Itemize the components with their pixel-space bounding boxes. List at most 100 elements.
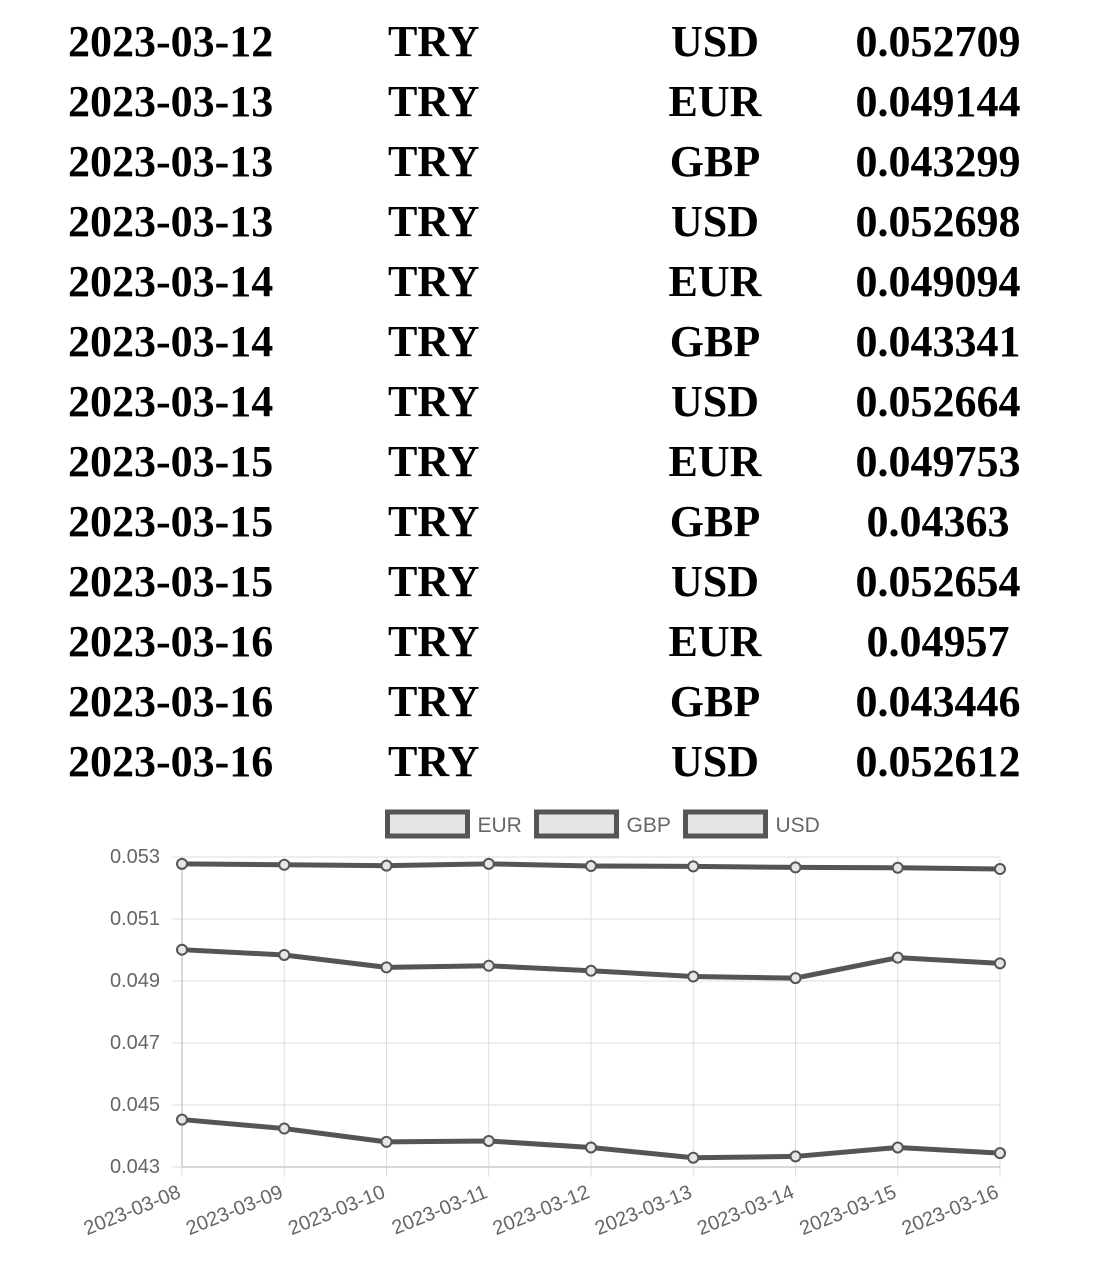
data-point-gbp xyxy=(891,1141,904,1154)
base-currency-cell: TRY xyxy=(388,497,480,546)
y-tick-label: 0.047 xyxy=(110,1032,160,1054)
data-point-eur xyxy=(482,959,495,972)
rates-table-body: 2023-03-12 TRY USD 0.052709 2023-03-13 TRY EUR… xyxy=(58,12,1028,792)
table-row: 2023-03-13 TRY GBP 0.043299 xyxy=(58,132,1028,192)
data-point-usd xyxy=(380,859,393,872)
table-row: 2023-03-12 TRY USD 0.052709 xyxy=(58,12,1028,72)
table-row: 2023-03-15 TRY USD 0.052654 xyxy=(58,552,1028,612)
quote-currency-cell: GBP xyxy=(669,497,761,546)
data-point-usd xyxy=(994,863,1006,876)
table-row: 2023-03-15 TRY GBP 0.04363 xyxy=(58,492,1028,552)
y-tick-label: 0.053 xyxy=(110,846,160,868)
quote-currency-cell: USD xyxy=(670,737,760,786)
table-row: 2023-03-14 TRY EUR 0.049094 xyxy=(58,252,1028,312)
base-currency-cell: TRY xyxy=(388,377,480,426)
data-point-gbp xyxy=(278,1122,291,1135)
rate-cell: 0.052654 xyxy=(855,557,1021,606)
date-cell: 2023-03-12 xyxy=(68,17,274,66)
date-cell: 2023-03-15 xyxy=(68,437,274,486)
legend-label-gbp: GBP xyxy=(627,814,671,837)
legend-swatch-usd xyxy=(683,809,768,839)
data-point-usd xyxy=(176,857,188,870)
x-tick-label: 2023-03-12 xyxy=(490,1181,593,1240)
rate-cell: 0.043341 xyxy=(855,317,1021,366)
date-cell: 2023-03-15 xyxy=(68,497,274,546)
date-cell: 2023-03-14 xyxy=(68,377,274,426)
date-cell: 2023-03-13 xyxy=(68,137,274,186)
base-currency-cell: TRY xyxy=(388,197,480,246)
data-point-usd xyxy=(585,860,597,873)
data-point-gbp xyxy=(176,1113,188,1126)
data-point-usd xyxy=(278,858,291,871)
y-tick-label: 0.049 xyxy=(110,970,160,992)
date-cell: 2023-03-13 xyxy=(68,197,274,246)
series xyxy=(176,857,1006,1164)
rate-cell: 0.052709 xyxy=(855,17,1021,66)
quote-currency-cell: USD xyxy=(670,557,760,606)
date-cell: 2023-03-15 xyxy=(68,557,274,606)
data-point-eur xyxy=(278,948,291,961)
legend: EUR GBP USD xyxy=(385,809,820,839)
x-tick-label: 2023-03-14 xyxy=(694,1181,797,1240)
table-row: 2023-03-14 TRY USD 0.052664 xyxy=(58,372,1028,432)
rate-cell: 0.043299 xyxy=(855,137,1021,186)
data-point-gbp xyxy=(585,1141,597,1154)
table-row: 2023-03-16 TRY GBP 0.043446 xyxy=(58,672,1028,732)
rate-cell: 0.052664 xyxy=(855,377,1021,426)
quote-currency-cell: EUR xyxy=(668,617,762,666)
base-currency-cell: TRY xyxy=(388,737,480,786)
date-cell: 2023-03-16 xyxy=(68,617,274,666)
data-point-gbp xyxy=(687,1151,700,1164)
rate-cell: 0.052698 xyxy=(855,197,1021,246)
data-point-eur xyxy=(994,957,1006,970)
data-point-eur xyxy=(687,970,700,983)
base-currency-cell: TRY xyxy=(388,677,480,726)
data-point-eur xyxy=(585,964,597,977)
data-point-eur xyxy=(176,943,188,956)
x-tick-label: 2023-03-16 xyxy=(899,1181,1002,1240)
rates-table: 2023-03-12 TRY USD 0.052709 2023-03-13 TRY EUR… xyxy=(58,12,1028,792)
rate-cell: 0.049753 xyxy=(855,437,1021,486)
data-point-gbp xyxy=(789,1150,802,1163)
quote-currency-cell: EUR xyxy=(668,257,762,306)
rate-cell: 0.049144 xyxy=(855,77,1021,126)
rate-cell: 0.052612 xyxy=(855,737,1021,786)
quote-currency-cell: GBP xyxy=(669,317,761,366)
x-tick-label: 2023-03-08 xyxy=(81,1181,184,1240)
legend-label-usd: USD xyxy=(776,814,820,837)
date-cell: 2023-03-16 xyxy=(68,737,274,786)
table-row: 2023-03-14 TRY GBP 0.043341 xyxy=(58,312,1028,372)
rate-cell: 0.043446 xyxy=(855,677,1021,726)
data-point-gbp xyxy=(380,1135,393,1148)
date-cell: 2023-03-14 xyxy=(68,317,274,366)
rate-cell: 0.04957 xyxy=(866,617,1010,666)
date-cell: 2023-03-13 xyxy=(68,77,274,126)
y-tick-label: 0.045 xyxy=(110,1094,160,1116)
base-currency-cell: TRY xyxy=(388,437,480,486)
quote-currency-cell: USD xyxy=(670,377,760,426)
data-point-gbp xyxy=(482,1134,495,1147)
quote-currency-cell: EUR xyxy=(668,77,762,126)
base-currency-cell: TRY xyxy=(388,617,480,666)
y-tick-label: 0.051 xyxy=(110,908,160,930)
table-row: 2023-03-15 TRY EUR 0.049753 xyxy=(58,432,1028,492)
table-row: 2023-03-13 TRY EUR 0.049144 xyxy=(58,72,1028,132)
x-tick-label: 2023-03-10 xyxy=(285,1181,388,1240)
x-tick-label: 2023-03-09 xyxy=(183,1181,286,1240)
table-row: 2023-03-16 TRY USD 0.052612 xyxy=(58,732,1028,792)
base-currency-cell: TRY xyxy=(388,137,480,186)
quote-currency-cell: USD xyxy=(670,17,760,66)
exchange-rate-chart: 0.053 0.051 0.049 0.047 0.045 0.043 2023-03-08… xyxy=(81,809,1006,1240)
quote-currency-cell: GBP xyxy=(669,677,761,726)
base-currency-cell: TRY xyxy=(388,557,480,606)
data-point-usd xyxy=(687,860,700,873)
legend-label-eur: EUR xyxy=(478,814,522,837)
table-row: 2023-03-13 TRY USD 0.052698 xyxy=(58,192,1028,252)
data-point-usd xyxy=(482,857,495,870)
rate-cell: 0.049094 xyxy=(855,257,1021,306)
data-point-eur xyxy=(891,951,904,964)
y-tick-label: 0.043 xyxy=(110,1156,160,1178)
quote-currency-cell: GBP xyxy=(669,137,761,186)
data-point-gbp xyxy=(994,1147,1006,1160)
x-tick-label: 2023-03-15 xyxy=(797,1181,900,1240)
